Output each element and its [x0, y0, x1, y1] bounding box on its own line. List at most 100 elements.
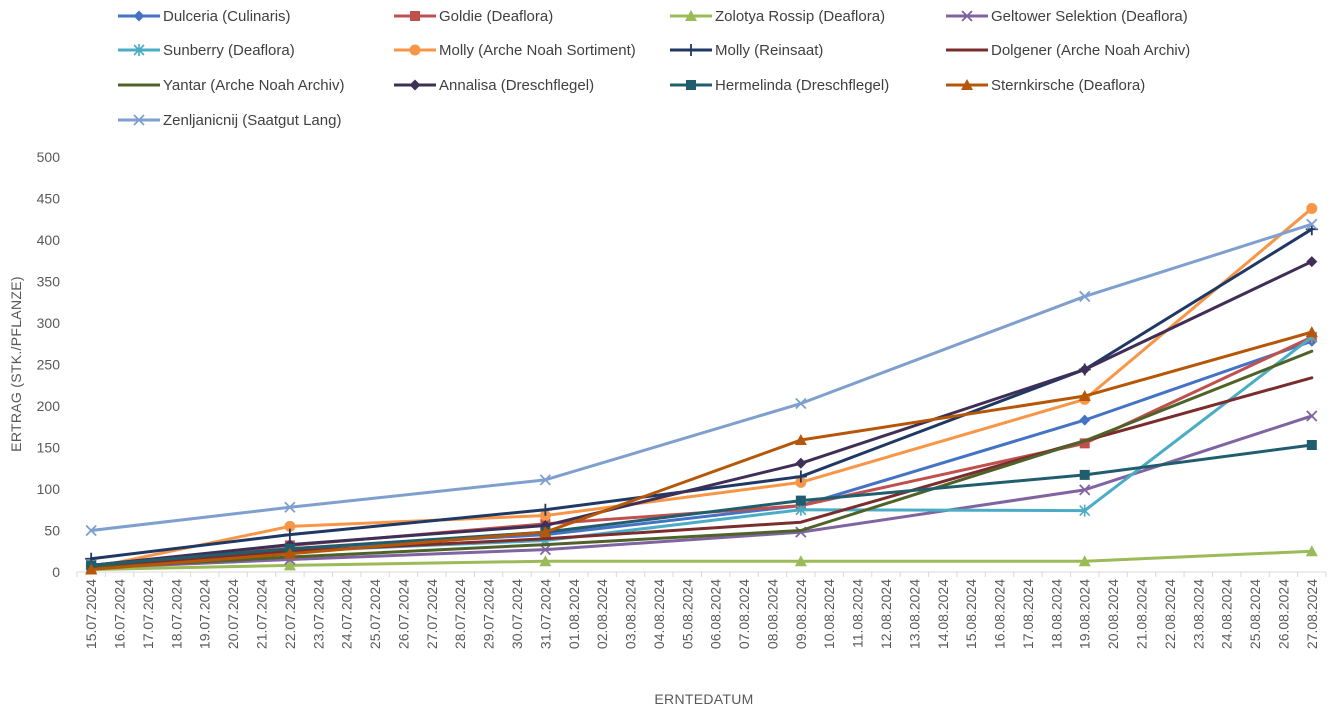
legend-item: Dulceria (Culinaris) [118, 8, 291, 25]
x-tick-label: 30.07.2024 [509, 579, 525, 649]
series-line [89, 414, 1314, 570]
legend-item: Hermelinda (Dreschflegel) [670, 77, 889, 94]
series-10 [85, 256, 1318, 571]
data-point [1079, 504, 1091, 517]
x-tick-label: 15.08.2024 [963, 579, 979, 649]
legend-label: Goldie (Deaflora) [439, 8, 553, 25]
x-tick-label: 13.08.2024 [906, 579, 922, 649]
legend-label: Dolgener (Arche Noah Archiv) [991, 42, 1190, 59]
x-tick-label: 17.07.2024 [140, 579, 156, 649]
data-point [283, 547, 296, 559]
x-tick-label: 16.08.2024 [992, 579, 1008, 649]
y-axis: 0 50 100 150 200 250 300 350 400 450 500 [37, 149, 61, 580]
x-tick-label: 18.08.2024 [1048, 579, 1064, 649]
y-tick-label: 300 [37, 315, 61, 331]
series-12 [85, 326, 1318, 575]
x-tick-label: 28.07.2024 [452, 579, 468, 649]
series-line [89, 330, 1314, 572]
x-tick-label: 08.08.2024 [764, 579, 780, 649]
data-point [539, 503, 552, 516]
legend-label: Molly (Reinsaat) [715, 42, 823, 59]
y-tick-label: 150 [37, 440, 61, 456]
series-line [89, 376, 1314, 570]
data-point [284, 501, 296, 513]
x-tick-label: 23.07.2024 [310, 579, 326, 649]
series-13 [85, 218, 1318, 537]
x-tick-label: 18.07.2024 [168, 579, 184, 649]
legend-label: Hermelinda (Dreschflegel) [715, 77, 889, 94]
y-tick-label: 500 [37, 149, 61, 165]
data-point [795, 495, 806, 506]
data-point [1078, 390, 1091, 402]
data-point [284, 520, 296, 532]
x-tick-label: 19.08.2024 [1077, 579, 1093, 649]
legend-item: Sternkirsche (Deaflora) [946, 77, 1145, 94]
data-point [1305, 326, 1318, 338]
data-point [85, 563, 98, 575]
data-point [133, 10, 145, 22]
x-tick-label: 04.08.2024 [651, 579, 667, 649]
x-tick-label: 03.08.2024 [623, 579, 639, 649]
series-line [89, 222, 1314, 532]
x-tick-label: 24.07.2024 [339, 579, 355, 649]
x-tick-label: 22.07.2024 [282, 579, 298, 649]
data-point [539, 474, 552, 486]
data-point [1306, 410, 1318, 422]
x-tick-label: 07.08.2024 [736, 579, 752, 649]
x-tick-label: 14.08.2024 [935, 579, 951, 649]
series-9 [89, 349, 1314, 570]
x-tick-label: 15.07.2024 [83, 579, 99, 649]
x-tick-label: 27.07.2024 [424, 579, 440, 649]
series-line [89, 549, 1314, 572]
series-line [89, 339, 1314, 567]
data-point [794, 555, 807, 567]
x-tick-label: 24.08.2024 [1219, 579, 1235, 649]
data-point [283, 528, 296, 541]
x-tick-label: 21.07.2024 [254, 579, 270, 649]
data-point [795, 503, 807, 516]
x-tick-label: 11.08.2024 [850, 579, 866, 648]
data-point [409, 79, 421, 91]
data-point [961, 79, 973, 90]
series-11 [86, 440, 1317, 571]
x-axis-title: ERNTEDATUM [654, 691, 753, 707]
legend-item: Yantar (Arche Noah Archiv) [118, 77, 344, 94]
x-tick-label: 31.07.2024 [537, 579, 553, 649]
legend: Dulceria (Culinaris) Goldie (Deaflora) Zol… [118, 8, 1190, 129]
data-point [409, 44, 421, 56]
x-tick-label: 02.08.2024 [594, 579, 610, 649]
data-point [1306, 256, 1318, 268]
y-tick-label: 50 [44, 523, 60, 539]
data-point [1079, 414, 1091, 426]
data-point [1079, 290, 1091, 303]
legend-item: Molly (Arche Noah Sortiment) [394, 42, 636, 59]
x-tick-label: 27.08.2024 [1304, 579, 1320, 649]
data-point [539, 526, 552, 538]
y-tick-label: 450 [37, 191, 61, 207]
legend-label: Yantar (Arche Noah Archiv) [163, 77, 344, 94]
y-axis-title: ERTRAG (STK./PFLANZE) [8, 276, 24, 452]
data-point [283, 559, 296, 571]
x-tick-label: 21.08.2024 [1133, 579, 1149, 649]
legend-item: Dolgener (Arche Noah Archiv) [946, 42, 1190, 59]
data-point [1079, 469, 1090, 480]
data-point [410, 11, 420, 21]
data-point [961, 10, 973, 22]
x-tick-label: 20.08.2024 [1105, 579, 1121, 649]
x-tick-label: 23.08.2024 [1190, 579, 1206, 649]
legend-item: Goldie (Deaflora) [394, 8, 553, 25]
y-tick-label: 100 [37, 481, 61, 497]
data-point [1078, 555, 1091, 567]
series-line [89, 443, 1314, 567]
legend-label: Dulceria (Culinaris) [163, 8, 291, 25]
data-point [795, 397, 807, 410]
legend-label: Molly (Arche Noah Sortiment) [439, 42, 636, 59]
x-tick-label: 19.07.2024 [197, 579, 213, 649]
legend-label: Zolotya Rossip (Deaflora) [715, 8, 885, 25]
series-8 [89, 376, 1314, 570]
x-tick-label: 01.08.2024 [566, 579, 582, 649]
legend-item: Sunberry (Deaflora) [118, 42, 295, 59]
x-tick-label: 29.07.2024 [481, 579, 497, 649]
data-point [795, 457, 807, 469]
